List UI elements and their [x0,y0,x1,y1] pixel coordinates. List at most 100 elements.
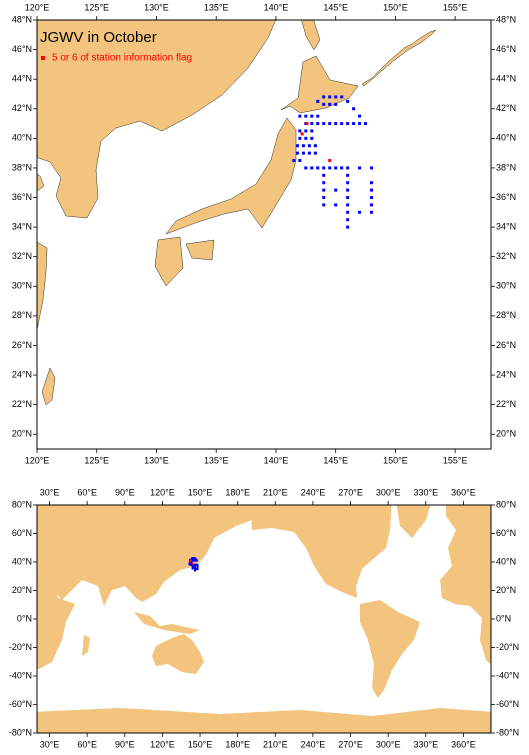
y-tick-label: 26°N [12,340,32,350]
y-tick-label: 46°N [496,44,516,54]
station-point [346,225,350,229]
y-tick-label: 20°N [496,429,516,439]
station-point [196,563,199,566]
station-point [352,122,356,126]
hokkaido [280,55,359,114]
greenland [396,505,431,538]
y-tick-label: -40°N [9,670,32,680]
station-point [322,181,326,185]
y-tick-label: 24°N [12,369,32,379]
x-tick-label: 125°E [84,2,109,12]
station-point [316,114,320,118]
y-tick-label: 40°N [12,133,32,143]
station-point [346,210,350,214]
station-point [346,203,350,207]
x-tick-label: 180°E [225,739,250,749]
station-point [328,95,332,99]
indonesia [134,612,200,634]
y-tick-label: 60°N [12,528,32,538]
y-tick-label: 40°N [496,133,516,143]
station-point [310,166,314,170]
y-tick-label: 20°N [12,585,32,595]
x-tick-label: 130°E [144,2,169,12]
station-point [322,196,326,200]
y-tick-label: 38°N [496,162,516,172]
station-point [298,114,302,118]
y-tick-label: -20°N [496,642,519,652]
y-tick-label: 28°N [12,310,32,320]
station-point [190,558,193,561]
station-point [301,144,305,148]
x-tick-label: 140°E [264,2,289,12]
x-tick-label: 135°E [204,455,229,465]
station-point [346,99,350,103]
y-tick-label: 26°N [496,340,516,350]
station-point [346,166,350,170]
station-point [334,166,338,170]
station-point [334,122,338,126]
x-tick-label: 240°E [301,487,326,497]
x-tick-label: 30°E [40,487,60,497]
shikoku [185,239,215,261]
antarctica [37,708,491,733]
y-tick-label: 30°N [496,281,516,291]
station-point [328,166,332,170]
y-tick-label: 32°N [496,251,516,261]
station-point [195,568,198,571]
europe-africa-west [440,505,491,665]
station-point [189,559,192,562]
x-tick-label: 90°E [115,487,135,497]
x-tick-label: 90°E [115,739,135,749]
taiwan [41,367,56,406]
x-tick-label: 120°E [25,455,50,465]
y-tick-label: -60°N [496,699,519,709]
x-tick-label: 330°E [413,487,438,497]
station-point [358,114,362,118]
y-tick-label: 40°N [12,556,32,566]
x-tick-label: 150°E [188,739,213,749]
station-point [340,95,344,99]
y-tick-label: 20°N [496,585,516,595]
station-point [310,136,314,140]
station-point [334,95,338,99]
station-point [305,122,309,126]
x-tick-label: 270°E [338,739,363,749]
africa-east [37,568,75,670]
x-tick-label: 270°E [338,487,363,497]
station-point [322,203,326,207]
x-tick-label: 125°E [84,455,109,465]
station-point [316,122,320,126]
x-tick-label: 140°E [264,455,289,465]
madagascar [82,635,90,656]
honshu [165,117,297,235]
station-point [340,122,344,126]
world-land [37,505,491,733]
station-point [304,166,308,170]
station-point [196,568,199,571]
y-tick-label: -80°N [496,727,519,737]
x-tick-label: 150°E [383,2,408,12]
station-point [192,565,195,568]
station-point [307,151,311,155]
north-america [250,505,392,598]
y-tick-label: 42°N [496,103,516,113]
station-point [364,122,368,126]
south-america [360,600,420,698]
x-tick-label: 60°E [77,739,97,749]
x-tick-label: 155°E [443,2,468,12]
x-tick-label: 145°E [323,2,348,12]
sakhalin [301,20,321,51]
station-point [298,129,302,133]
y-tick-label: 80°N [12,499,32,509]
station-point [322,122,326,126]
station-point [190,562,193,565]
y-tick-label: 40°N [496,556,516,566]
asia-mainland [37,20,277,219]
station-layer [188,557,199,572]
kurils [361,29,437,87]
map-title: JGWV in October [40,29,157,46]
station-point [334,102,338,106]
y-tick-label: 32°N [12,251,32,261]
eurasia [37,505,255,606]
